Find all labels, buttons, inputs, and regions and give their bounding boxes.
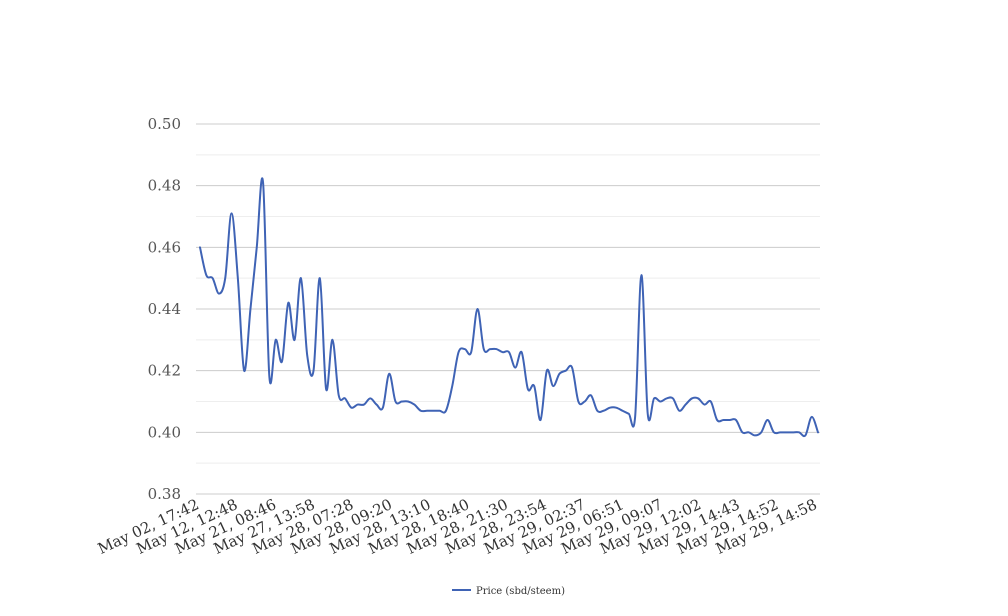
y-tick-label: 0.38 [148, 485, 181, 503]
y-tick-label: 0.46 [148, 238, 181, 256]
y-tick-label: 0.50 [148, 115, 181, 133]
legend-label[interactable]: Price (sbd/steem) [476, 586, 565, 597]
grid [196, 123, 820, 495]
y-tick-label: 0.48 [148, 177, 181, 195]
y-tick-label: 0.42 [148, 362, 181, 380]
y-tick-label: 0.40 [148, 423, 181, 441]
y-axis: 0.38 0.40 0.42 0.44 0.46 0.48 0.50 [148, 115, 181, 503]
series-layer [199, 177, 819, 438]
series-line-price[interactable] [199, 177, 819, 438]
y-tick-label: 0.44 [148, 300, 181, 318]
legend: Price (sbd/steem) [452, 586, 565, 597]
